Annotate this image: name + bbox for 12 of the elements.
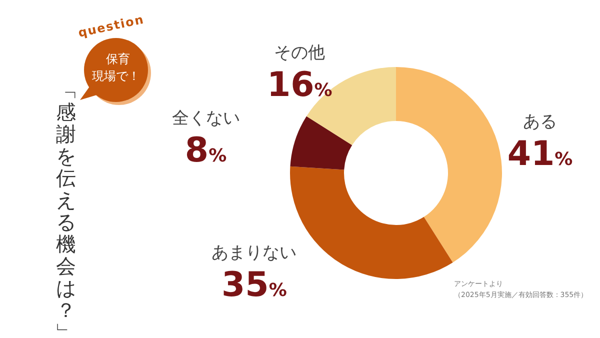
slice-label: あまりない (212, 242, 297, 263)
data-label: 16% (266, 65, 332, 106)
data-label: 35% (222, 264, 287, 305)
slice-label: その他 (274, 43, 326, 64)
donut-slice (290, 116, 352, 170)
slice-label: ある (523, 112, 558, 132)
slice-label: 全くない (172, 108, 240, 128)
data-label: 8% (184, 130, 227, 170)
donut-slice (396, 67, 502, 262)
text: 保育現場で！ (92, 52, 140, 83)
data-label: 41% (507, 134, 573, 174)
chart-title: 「感謝を伝える機会は？」 (54, 80, 78, 338)
